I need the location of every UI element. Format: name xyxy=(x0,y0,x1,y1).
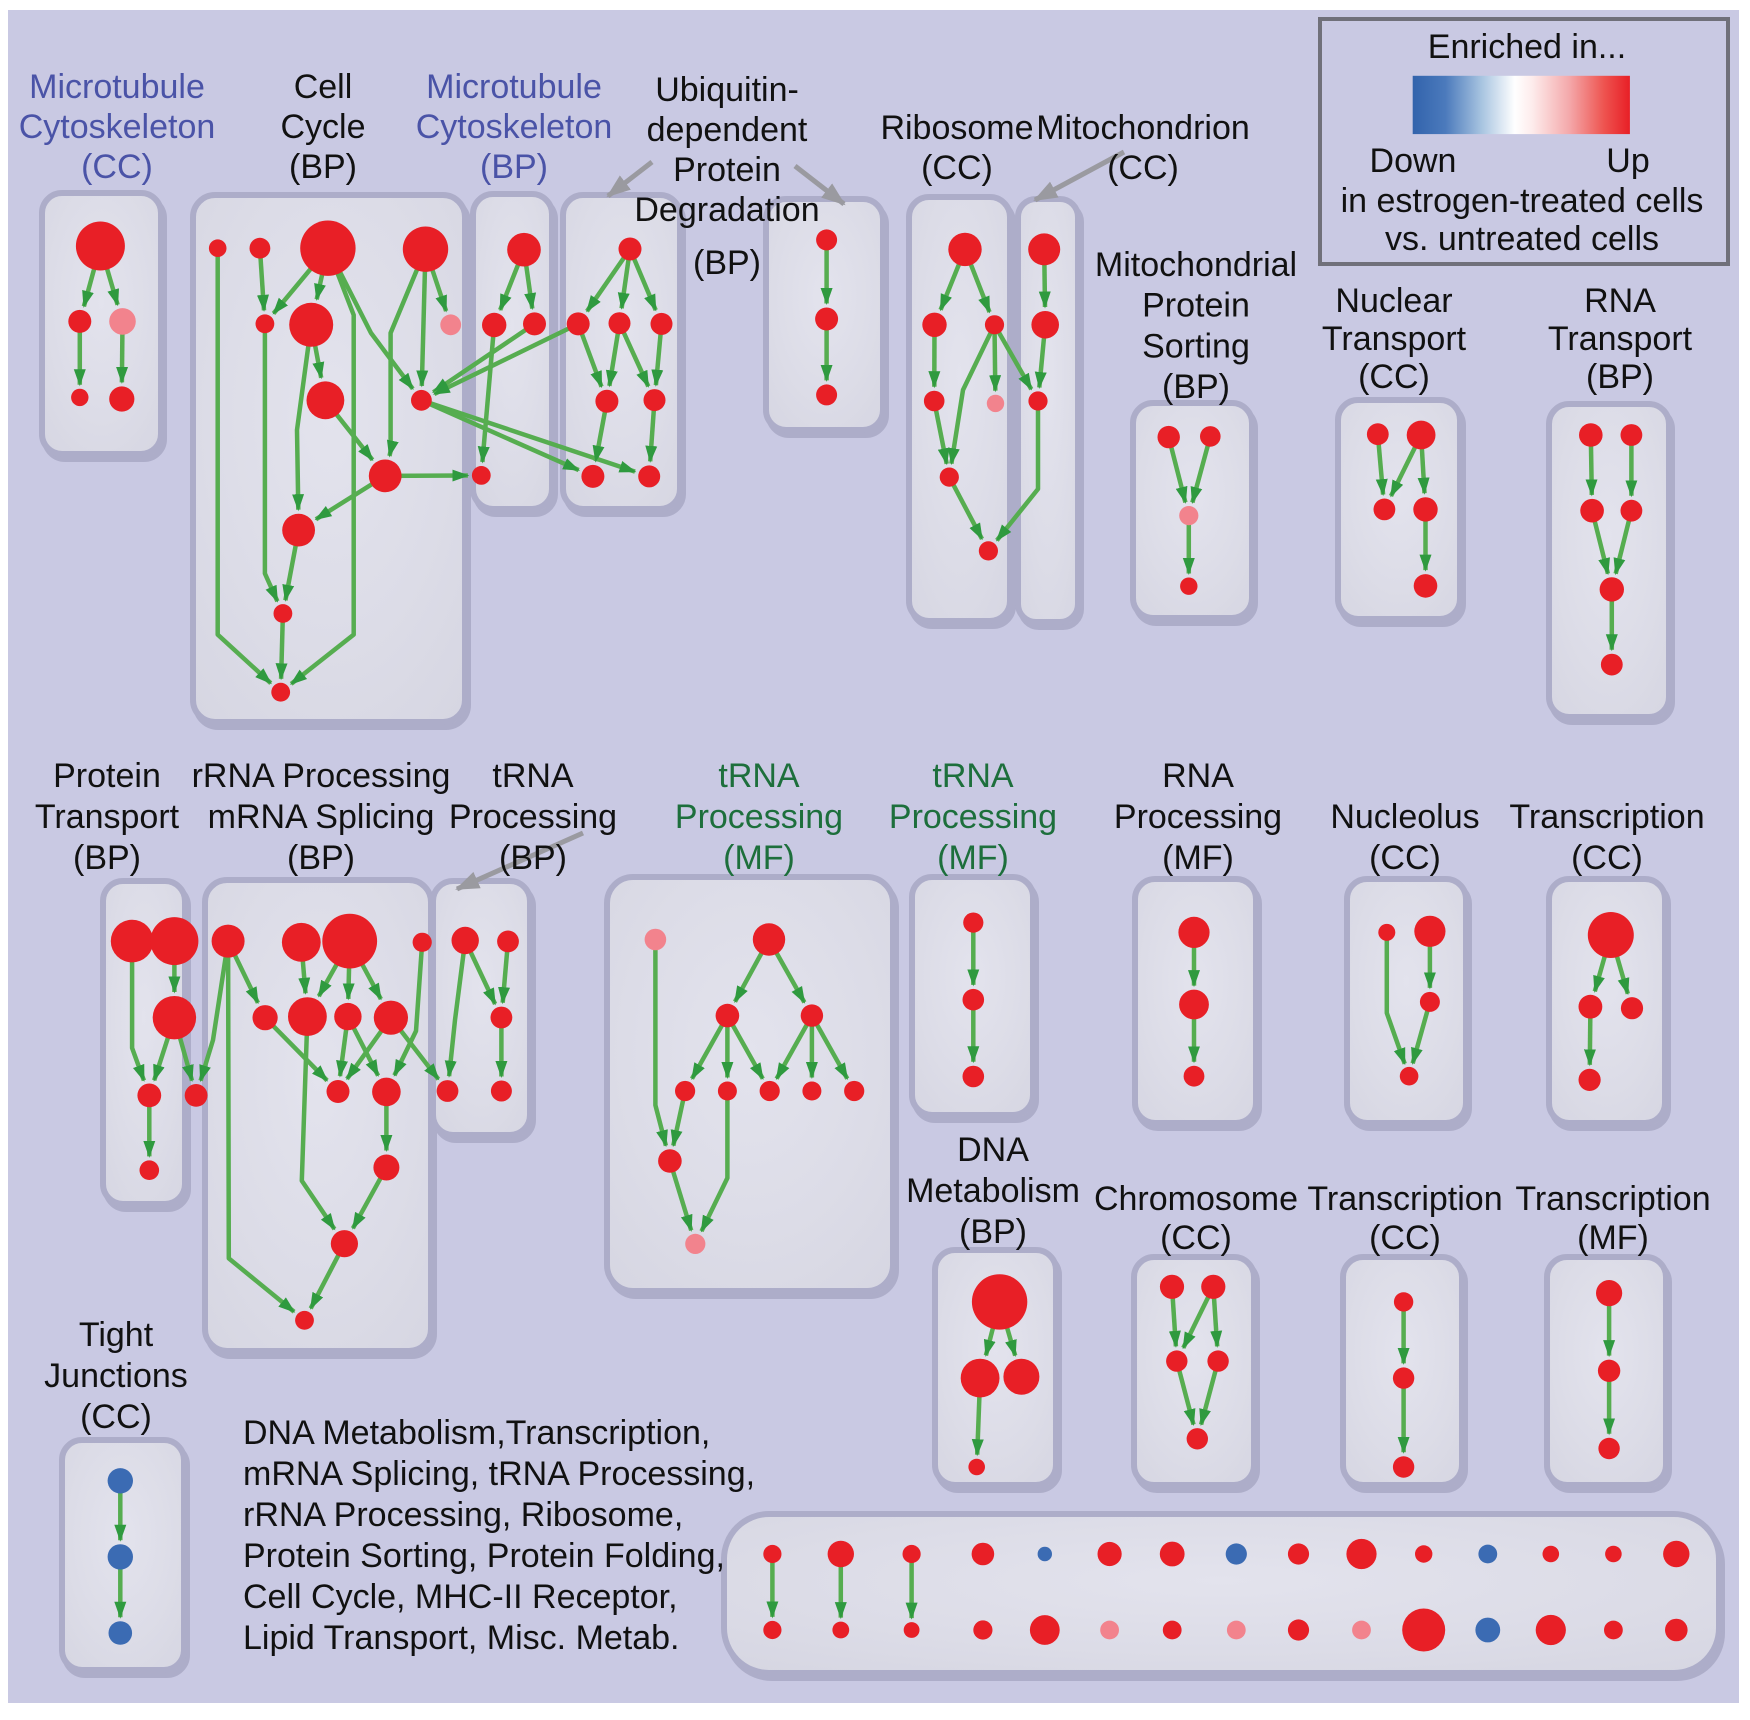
svg-text:Cycle: Cycle xyxy=(280,108,365,146)
svg-text:(BP): (BP) xyxy=(1586,358,1654,396)
svg-text:(MF): (MF) xyxy=(723,839,795,877)
svg-text:(CC): (CC) xyxy=(1369,1219,1441,1257)
svg-text:(BP): (BP) xyxy=(73,839,141,877)
svg-text:Processing: Processing xyxy=(449,798,617,836)
svg-text:RNA: RNA xyxy=(1162,757,1234,795)
svg-text:mRNA Splicing, tRNA Processing: mRNA Splicing, tRNA Processing, xyxy=(243,1455,755,1493)
svg-text:tRNA: tRNA xyxy=(718,757,800,795)
svg-text:Protein: Protein xyxy=(1142,287,1250,325)
svg-text:vs. untreated cells: vs. untreated cells xyxy=(1385,220,1659,258)
svg-text:RNA: RNA xyxy=(1584,282,1656,320)
svg-text:Down: Down xyxy=(1370,142,1457,180)
svg-text:rRNA Processing: rRNA Processing xyxy=(192,757,451,795)
svg-text:Metabolism: Metabolism xyxy=(906,1172,1080,1210)
svg-text:Processing: Processing xyxy=(1114,798,1282,836)
svg-text:Transcription: Transcription xyxy=(1307,1180,1502,1218)
svg-text:mRNA Splicing: mRNA Splicing xyxy=(208,798,435,836)
svg-text:(BP): (BP) xyxy=(1162,368,1230,406)
svg-text:Transport: Transport xyxy=(1548,320,1693,358)
svg-text:Cytoskeleton: Cytoskeleton xyxy=(19,108,216,146)
svg-text:Protein: Protein xyxy=(53,757,161,795)
svg-text:(BP): (BP) xyxy=(289,148,357,186)
svg-text:(CC): (CC) xyxy=(80,1398,152,1436)
svg-text:(MF): (MF) xyxy=(1162,839,1234,877)
svg-text:Microtubule: Microtubule xyxy=(426,68,602,106)
svg-text:(BP): (BP) xyxy=(959,1213,1027,1251)
svg-text:(BP): (BP) xyxy=(499,839,567,877)
svg-text:(CC): (CC) xyxy=(1107,149,1179,187)
svg-text:Transport: Transport xyxy=(35,798,180,836)
svg-text:(BP): (BP) xyxy=(693,244,761,282)
svg-text:Transport: Transport xyxy=(1322,320,1467,358)
svg-text:(BP): (BP) xyxy=(287,839,355,877)
svg-text:Mitochondrion: Mitochondrion xyxy=(1036,109,1250,147)
svg-text:Ribosome: Ribosome xyxy=(880,109,1033,147)
svg-text:DNA Metabolism,Transcription,: DNA Metabolism,Transcription, xyxy=(243,1414,710,1452)
svg-text:(CC): (CC) xyxy=(1160,1219,1232,1257)
svg-text:Nucleolus: Nucleolus xyxy=(1330,798,1479,836)
svg-text:DNA: DNA xyxy=(957,1131,1029,1169)
svg-text:Sorting: Sorting xyxy=(1142,327,1250,365)
svg-text:Chromosome: Chromosome xyxy=(1094,1180,1298,1218)
svg-text:dependent: dependent xyxy=(647,111,808,149)
svg-text:Protein: Protein xyxy=(673,151,781,189)
svg-text:Tight: Tight xyxy=(79,1316,154,1354)
svg-text:in estrogen-treated cells: in estrogen-treated cells xyxy=(1341,182,1704,220)
svg-text:Protein Sorting, Protein Foldi: Protein Sorting, Protein Folding, xyxy=(243,1537,725,1575)
svg-text:(CC): (CC) xyxy=(1571,839,1643,877)
svg-text:Junctions: Junctions xyxy=(44,1357,188,1395)
svg-text:Mitochondrial: Mitochondrial xyxy=(1095,246,1297,284)
svg-text:rRNA Processing, Ribosome,: rRNA Processing, Ribosome, xyxy=(243,1496,683,1534)
svg-text:Up: Up xyxy=(1606,142,1649,180)
svg-text:Processing: Processing xyxy=(675,798,843,836)
svg-text:Transcription: Transcription xyxy=(1515,1180,1710,1218)
svg-text:Degradation: Degradation xyxy=(634,191,819,229)
svg-text:tRNA: tRNA xyxy=(932,757,1014,795)
svg-text:Transcription: Transcription xyxy=(1509,798,1704,836)
svg-text:(BP): (BP) xyxy=(480,148,548,186)
svg-text:tRNA: tRNA xyxy=(492,757,574,795)
svg-text:Processing: Processing xyxy=(889,798,1057,836)
svg-text:(MF): (MF) xyxy=(1577,1219,1649,1257)
svg-text:Ubiquitin-: Ubiquitin- xyxy=(655,71,799,109)
svg-text:(CC): (CC) xyxy=(1358,358,1430,396)
svg-text:Microtubule: Microtubule xyxy=(29,68,205,106)
svg-text:Lipid Transport, Misc. Metab.: Lipid Transport, Misc. Metab. xyxy=(243,1619,680,1657)
svg-text:Cell Cycle, MHC-II Receptor,: Cell Cycle, MHC-II Receptor, xyxy=(243,1578,678,1616)
svg-text:(CC): (CC) xyxy=(921,149,993,187)
svg-text:(CC): (CC) xyxy=(81,148,153,186)
svg-text:Cytoskeleton: Cytoskeleton xyxy=(416,108,613,146)
svg-text:Nuclear: Nuclear xyxy=(1335,282,1452,320)
svg-text:(CC): (CC) xyxy=(1369,839,1441,877)
svg-text:Enriched in...: Enriched in... xyxy=(1428,28,1626,66)
svg-text:Cell: Cell xyxy=(294,68,353,106)
svg-text:(MF): (MF) xyxy=(937,839,1009,877)
